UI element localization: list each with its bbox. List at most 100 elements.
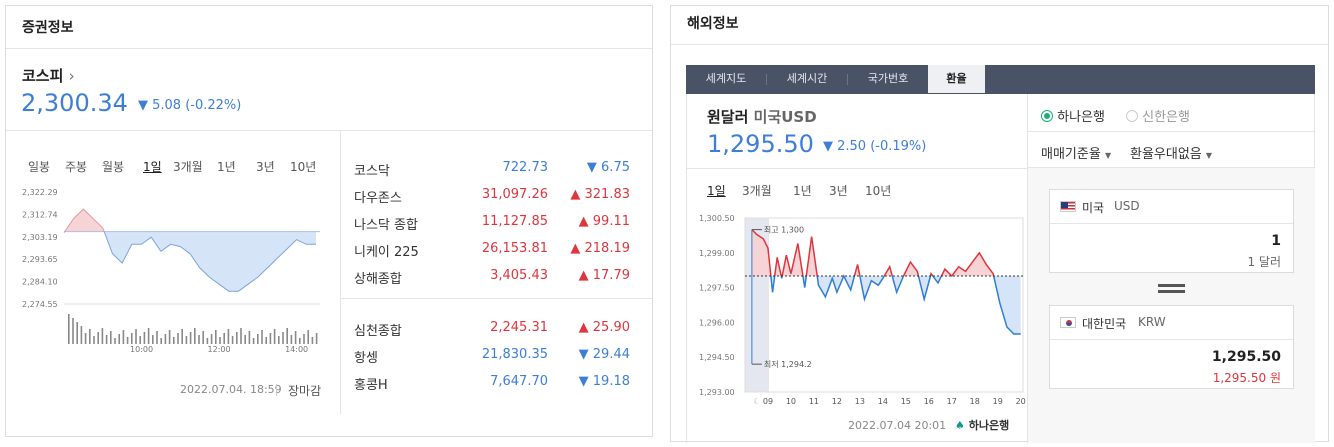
from-currency-box[interactable]: 미국 USD 1 1 달러 [1049, 189, 1294, 273]
kospi-volume-bar [189, 332, 192, 344]
provider-logo: ♠ 하나은행 [955, 417, 1009, 433]
market-row-hangseng[interactable]: 항셍 21,830.35 ▼ 29.44 [354, 347, 630, 366]
fx-min-label: 최저 1,294.2 [764, 359, 812, 369]
market-row-shanghai[interactable]: 상해종합 3,405.43 ▲ 17.79 [354, 268, 630, 287]
kospi-volume-bar [139, 336, 141, 344]
kospi-volume-bar [248, 331, 251, 344]
fx-x-tick-label: 14 [878, 397, 888, 406]
kospi-volume-bar [265, 337, 267, 344]
to-amount-input[interactable]: 1,295.50 [1211, 349, 1281, 365]
fx-period-3year[interactable]: 3년 [829, 184, 848, 198]
from-amount-input[interactable]: 1 [1271, 233, 1281, 249]
market-row-kosdaq[interactable]: 코스닥 722.73 ▼ 6.75 [354, 160, 630, 179]
market-row-shenzhen[interactable]: 심천종합 2,245.31 ▲ 25.90 [354, 320, 630, 339]
kospi-volume-bar [194, 328, 196, 344]
pair-label: 원달러 [707, 108, 749, 126]
kospi-volume-bar [299, 338, 301, 344]
kospi-volume-bar [286, 328, 288, 344]
period-weekly[interactable]: 주봉 [65, 160, 88, 174]
fx-x-tick-label: 12 [832, 397, 842, 406]
bank-label-shinhan: 신한은행 [1142, 110, 1190, 125]
period-3year[interactable]: 3년 [256, 160, 275, 174]
kospi-y-tick-label: 2,274.55 [22, 300, 58, 309]
fx-period-1year[interactable]: 1년 [793, 184, 812, 198]
kospi-volume-bar [202, 331, 204, 344]
kospi-change: ▼ 5.08 (-0.22%) [138, 98, 242, 113]
period-3month[interactable]: 3개월 [173, 160, 203, 174]
tab-country-code[interactable]: 국가번호 [867, 72, 909, 85]
vertical-divider [340, 130, 341, 414]
fx-period-3month[interactable]: 3개월 [742, 184, 772, 198]
from-header: 미국 USD [1050, 190, 1293, 224]
kospi-volume-bar [110, 331, 112, 344]
period-daily[interactable]: 일봉 [28, 160, 51, 174]
period-monthly[interactable]: 월봉 [102, 160, 125, 174]
tab-separator [766, 74, 767, 85]
kospi-x-tick-label: 12:00 [208, 345, 231, 354]
market-row-dow[interactable]: 다우존스 31,097.26 ▲ 321.83 [354, 187, 630, 206]
kospi-volume-bar [231, 336, 234, 344]
kospi-volume-bar [156, 331, 158, 344]
market-row-nikkei[interactable]: 니케이 225 26,153.81 ▲ 218.19 [354, 241, 630, 260]
period-1year[interactable]: 1년 [217, 160, 236, 174]
kospi-volume-bar [244, 335, 246, 344]
fx-timestamp: 2022.07.04 20:01 [848, 419, 947, 432]
kospi-value: 2,300.34 [21, 89, 128, 117]
kospi-volume-bar [257, 334, 259, 344]
timestamp-separator [276, 384, 277, 396]
title-divider [671, 44, 1328, 45]
fx-down-area [751, 276, 1021, 334]
content-divider [6, 130, 652, 131]
kr-flag-icon [1060, 317, 1076, 328]
period-10year[interactable]: 10년 [290, 160, 317, 174]
rate-type-select[interactable]: 매매기준율 ▼ [1041, 147, 1112, 162]
kospi-y-tick-label: 2,284.10 [22, 278, 58, 287]
fx-x-tick-label: 10 [786, 397, 796, 406]
bank-radio-hana[interactable]: 하나은행 [1041, 106, 1105, 125]
fx-x-tick-label: 20 [1016, 397, 1026, 406]
rate-divider [687, 168, 1314, 169]
kospi-volume-bar [68, 314, 70, 344]
to-currency: KRW [1138, 315, 1166, 329]
fx-y-tick-label: 1,299.00 [699, 249, 735, 258]
kospi-link[interactable]: 코스피 › [22, 65, 75, 86]
period-1day[interactable]: 1일 [143, 160, 162, 174]
kospi-volume-bar [307, 330, 309, 344]
from-currency: USD [1114, 199, 1140, 213]
market-row-hscei[interactable]: 홍콩H 7,647.70 ▼ 19.18 [354, 374, 630, 393]
kospi-y-tick-label: 2,322.29 [22, 188, 58, 197]
kospi-volume-bar [101, 328, 104, 344]
kospi-line-down [63, 231, 316, 292]
kospi-volume-bar [219, 337, 221, 344]
to-currency-box[interactable]: 대한민국 KRW 1,295.50 1,295.50 원 [1049, 305, 1294, 389]
bank-radio-shinhan[interactable]: 신한은행 [1126, 106, 1190, 125]
kospi-chart: 2,322.29 2,312.74 2,303.19 2,293.65 2,284.10… [22, 188, 320, 354]
kospi-volume-bar [118, 334, 120, 344]
kospi-volume-bar [273, 329, 276, 344]
tab-exchange-rate[interactable]: 환율 [928, 65, 985, 93]
fx-chart: 1,300.50 1,299.00 1,297.50 1,296.00 1,294.50… [699, 214, 1026, 406]
kospi-volume-bar [131, 333, 133, 344]
kospi-volume-bar [236, 332, 238, 344]
kospi-volume-bar [240, 328, 242, 344]
kospi-name: 코스피 [22, 67, 64, 85]
tab-world-map[interactable]: 세계지도 [705, 72, 747, 85]
securities-panel: 증권정보 코스피 › 2,300.34 ▼ 5.08 (-0.22%) 일봉 주… [5, 5, 653, 437]
fx-plot-frame [744, 217, 1024, 393]
kospi-volume-bar [206, 338, 209, 344]
kospi-timestamp: 2022.07.04. 18:59 [180, 383, 282, 396]
kospi-volume-bar [122, 330, 125, 344]
fx-period-1day[interactable]: 1일 [707, 184, 726, 198]
preference-select[interactable]: 환율우대없음 ▼ [1130, 147, 1213, 162]
to-country: 대한민국 [1082, 317, 1127, 331]
tab-world-time[interactable]: 세계시간 [786, 72, 828, 85]
kospi-volume-bar [185, 336, 188, 344]
fx-period-10year[interactable]: 10년 [865, 184, 892, 198]
market-row-nasdaq[interactable]: 나스닥 종합 11,127.85 ▲ 99.11 [354, 214, 630, 233]
kospi-x-tick-label: 10:00 [130, 345, 153, 354]
fx-y-tick-label: 1,296.00 [699, 318, 735, 327]
kospi-volume-bar [223, 333, 225, 344]
radio-selected-icon [1041, 110, 1053, 122]
kospi-volume-bar [97, 332, 99, 344]
kospi-volume-bar [278, 336, 280, 344]
